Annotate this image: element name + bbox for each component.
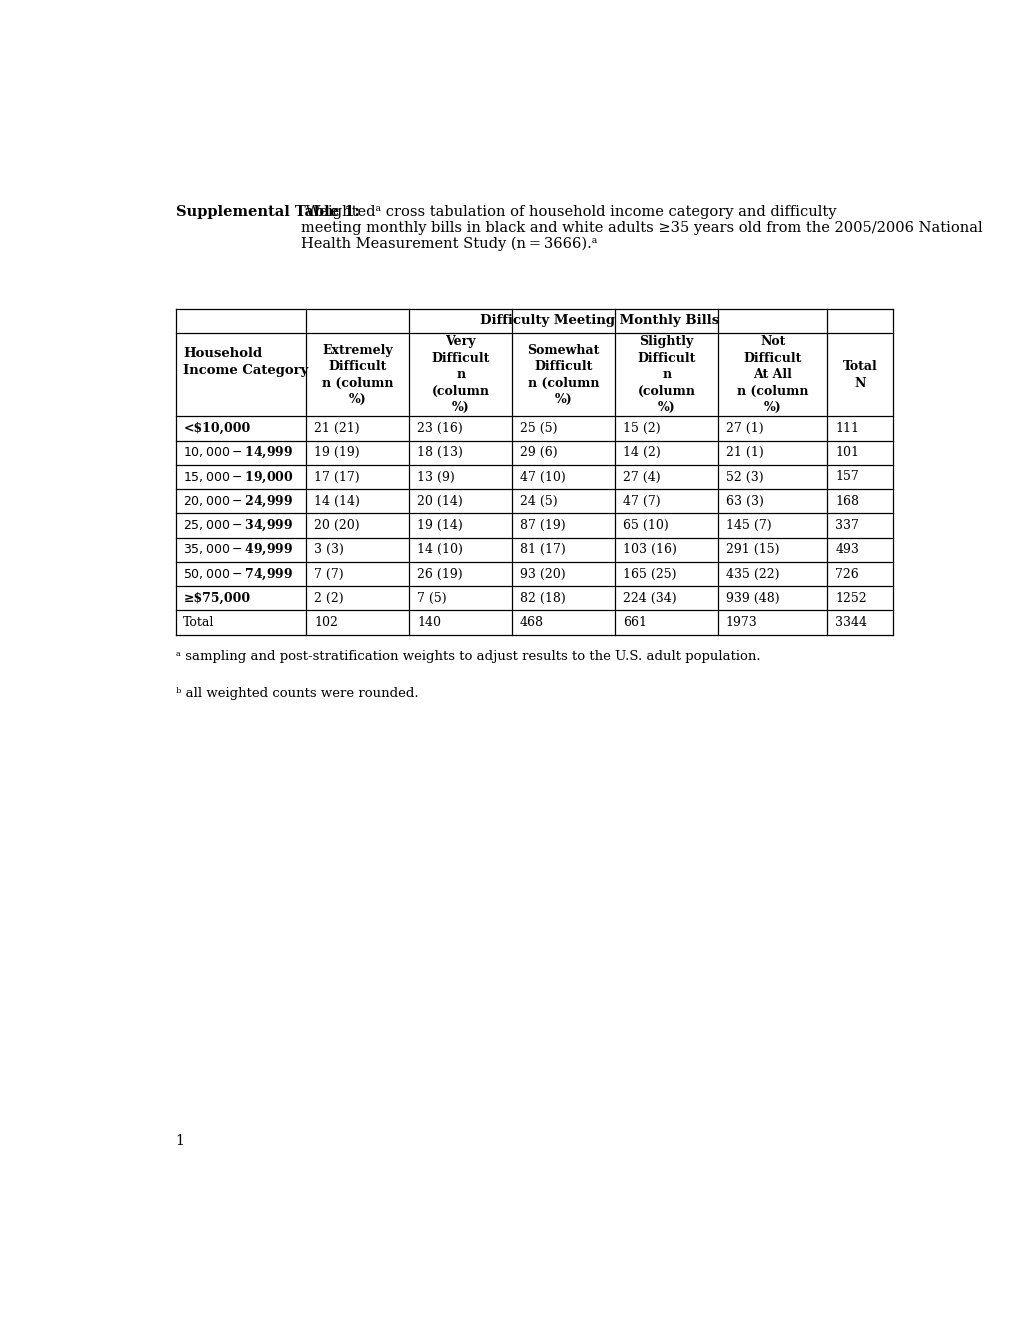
Text: Total: Total — [183, 616, 214, 630]
Text: Somewhat
Difficult
n (column
%): Somewhat Difficult n (column %) — [527, 343, 599, 407]
Text: 82 (18): 82 (18) — [520, 591, 566, 605]
Text: 468: 468 — [520, 616, 543, 630]
Text: $35,000-$49,999: $35,000-$49,999 — [183, 543, 293, 557]
Text: 168: 168 — [835, 495, 858, 508]
Text: 157: 157 — [835, 470, 858, 483]
Text: ᵃ sampling and post-stratification weights to adjust results to the U.S. adult p: ᵃ sampling and post-stratification weigh… — [175, 649, 759, 663]
Text: 26 (19): 26 (19) — [417, 568, 463, 581]
Text: $50,000-$74,999: $50,000-$74,999 — [183, 566, 293, 582]
Text: 63 (3): 63 (3) — [726, 495, 763, 508]
Text: 20 (20): 20 (20) — [314, 519, 360, 532]
Text: 102: 102 — [314, 616, 337, 630]
Text: Supplemental Table 1:: Supplemental Table 1: — [175, 205, 360, 219]
Text: 337: 337 — [835, 519, 858, 532]
Text: 3344: 3344 — [835, 616, 866, 630]
Text: 47 (7): 47 (7) — [623, 495, 660, 508]
Text: 20 (14): 20 (14) — [417, 495, 463, 508]
Text: 18 (13): 18 (13) — [417, 446, 463, 459]
Text: 14 (2): 14 (2) — [623, 446, 660, 459]
Text: ᵇ all weighted counts were rounded.: ᵇ all weighted counts were rounded. — [175, 686, 418, 700]
Text: 939 (48): 939 (48) — [726, 591, 779, 605]
Text: Difficulty Meeting Monthly Bills: Difficulty Meeting Monthly Bills — [480, 314, 718, 327]
Text: 726: 726 — [835, 568, 858, 581]
Text: Household
Income Category: Household Income Category — [183, 347, 309, 378]
Text: 27 (4): 27 (4) — [623, 470, 660, 483]
Text: 140: 140 — [417, 616, 440, 630]
Text: 15 (2): 15 (2) — [623, 422, 660, 436]
Text: 14 (14): 14 (14) — [314, 495, 360, 508]
Text: 81 (17): 81 (17) — [520, 544, 566, 556]
Text: 19 (19): 19 (19) — [314, 446, 360, 459]
Text: 52 (3): 52 (3) — [726, 470, 763, 483]
Text: Very
Difficult
n
(column
%): Very Difficult n (column %) — [431, 335, 489, 414]
Text: 27 (1): 27 (1) — [726, 422, 763, 436]
Text: 21 (21): 21 (21) — [314, 422, 360, 436]
Text: $10,000-$14,999: $10,000-$14,999 — [183, 445, 293, 461]
Text: 21 (1): 21 (1) — [726, 446, 763, 459]
Text: 2 (2): 2 (2) — [314, 591, 343, 605]
Text: 7 (5): 7 (5) — [417, 591, 446, 605]
Text: ≥$75,000: ≥$75,000 — [183, 591, 251, 605]
Text: Weightedᵃ cross tabulation of household income category and difficulty
meeting m: Weightedᵃ cross tabulation of household … — [301, 205, 981, 252]
Text: 87 (19): 87 (19) — [520, 519, 565, 532]
Text: 1252: 1252 — [835, 591, 866, 605]
Text: 111: 111 — [835, 422, 858, 436]
Text: 3 (3): 3 (3) — [314, 544, 343, 556]
Text: 24 (5): 24 (5) — [520, 495, 557, 508]
Text: 224 (34): 224 (34) — [623, 591, 676, 605]
Text: 13 (9): 13 (9) — [417, 470, 454, 483]
Text: $25,000-$34,999: $25,000-$34,999 — [183, 517, 293, 533]
Text: 25 (5): 25 (5) — [520, 422, 557, 436]
Text: 93 (20): 93 (20) — [520, 568, 565, 581]
Text: 291 (15): 291 (15) — [726, 544, 779, 556]
Text: 19 (14): 19 (14) — [417, 519, 463, 532]
Text: 29 (6): 29 (6) — [520, 446, 557, 459]
Text: 65 (10): 65 (10) — [623, 519, 668, 532]
Text: $15,000-$19,000: $15,000-$19,000 — [183, 470, 293, 484]
Text: 7 (7): 7 (7) — [314, 568, 343, 581]
Text: 1: 1 — [175, 1134, 184, 1148]
Text: $20,000-$24,999: $20,000-$24,999 — [183, 494, 293, 510]
Text: 165 (25): 165 (25) — [623, 568, 676, 581]
Text: 145 (7): 145 (7) — [726, 519, 770, 532]
Text: 14 (10): 14 (10) — [417, 544, 463, 556]
Text: Not
Difficult
At All
n (column
%): Not Difficult At All n (column %) — [737, 335, 808, 414]
Text: 493: 493 — [835, 544, 858, 556]
Text: 661: 661 — [623, 616, 646, 630]
Text: 17 (17): 17 (17) — [314, 470, 360, 483]
Text: <$10,000: <$10,000 — [183, 422, 251, 436]
Text: 23 (16): 23 (16) — [417, 422, 463, 436]
Text: Total
N: Total N — [842, 360, 876, 389]
Text: 435 (22): 435 (22) — [726, 568, 779, 581]
Text: 47 (10): 47 (10) — [520, 470, 566, 483]
Text: 1973: 1973 — [726, 616, 757, 630]
Text: 103 (16): 103 (16) — [623, 544, 677, 556]
Text: Slightly
Difficult
n
(column
%): Slightly Difficult n (column %) — [637, 335, 695, 414]
Text: 101: 101 — [835, 446, 858, 459]
Text: Extremely
Difficult
n (column
%): Extremely Difficult n (column %) — [322, 343, 393, 407]
